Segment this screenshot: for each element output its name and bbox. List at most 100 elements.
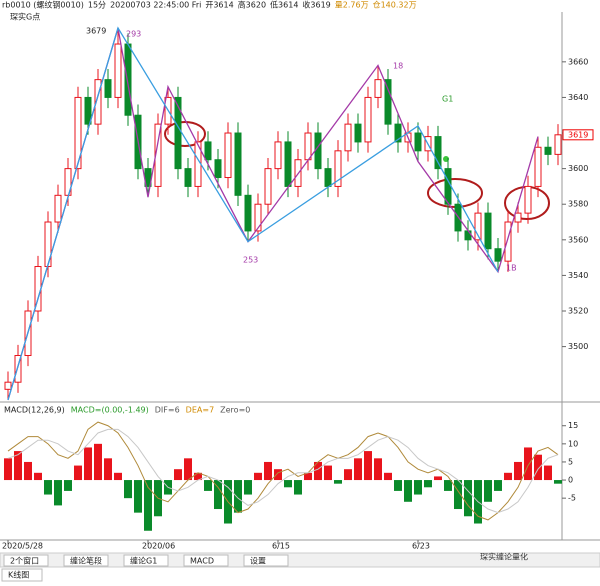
candle-body: [214, 159, 222, 179]
histogram-bar: [434, 476, 442, 481]
macd-legend: MACD=(0.00,-1.49): [71, 406, 149, 415]
candle-body: [224, 132, 232, 179]
tab-label[interactable]: 设置: [250, 556, 266, 566]
tab[interactable]: [243, 554, 289, 567]
macd-legend: DEA=7: [186, 406, 214, 415]
candle-body: [384, 79, 392, 125]
histogram-bar: [484, 480, 492, 502]
tab-label[interactable]: 缠论G1: [130, 556, 157, 566]
histogram-bar: [254, 472, 262, 481]
candle-body: [414, 132, 422, 152]
candle-body: [94, 79, 102, 125]
histogram-bar: [264, 461, 272, 481]
histogram-bar: [494, 480, 502, 491]
histogram-bar: [244, 480, 252, 495]
candle-body: [524, 185, 532, 214]
candle-body: [534, 146, 542, 187]
histogram-bar: [554, 480, 562, 484]
candle-body: [84, 96, 92, 125]
highlight-circle: [164, 121, 206, 147]
candle-body: [484, 212, 492, 250]
zigzag-line: [7, 26, 499, 401]
candle-body: [204, 141, 212, 161]
candle-body: [324, 168, 332, 187]
histogram-bar: [504, 472, 512, 481]
tab[interactable]: [63, 554, 109, 567]
tab[interactable]: [3, 554, 49, 567]
candle-body: [244, 194, 252, 232]
candle-body: [274, 141, 282, 170]
macd-legend: DIF=6: [155, 406, 180, 415]
candle-body: [504, 221, 512, 262]
y-tick-label: 0: [568, 476, 573, 485]
x-tick-label: 6/15: [272, 542, 290, 551]
histogram-bar: [94, 443, 102, 481]
histogram-bar: [464, 480, 472, 517]
histogram-bar: [364, 451, 372, 481]
y-tick-label: 3600: [568, 164, 588, 173]
histogram-bar: [384, 472, 392, 481]
y-tick-label: 3640: [568, 93, 588, 102]
histogram-bar: [314, 461, 322, 481]
candle-body: [314, 132, 322, 170]
histogram-bar: [14, 451, 22, 481]
histogram-bar: [534, 454, 542, 481]
header-field: 低3614: [270, 0, 298, 10]
candle-body: [264, 168, 272, 205]
histogram-bar: [344, 469, 352, 481]
candle-body: [554, 134, 562, 155]
histogram-bar: [424, 480, 432, 488]
histogram-bar: [524, 447, 532, 481]
histogram-bar: [514, 461, 522, 481]
tab-label[interactable]: MACD: [190, 557, 214, 566]
histogram-bar: [394, 480, 402, 491]
x-tick-label: 2020/06: [142, 542, 175, 551]
candle-body: [184, 168, 192, 187]
candle-body: [174, 96, 182, 170]
candle-body: [364, 96, 372, 143]
candle-body: [544, 146, 552, 155]
macd-legend: Zero=0: [220, 406, 250, 415]
annotation: G1: [442, 95, 453, 104]
header-field: 量2.76万: [335, 1, 369, 10]
annotation: 18: [393, 62, 403, 71]
annotation: 253: [243, 256, 258, 265]
histogram-bar: [134, 480, 142, 513]
histogram-bar: [124, 480, 132, 499]
candle-body: [494, 248, 502, 262]
histogram-bar: [204, 480, 212, 491]
histogram-bar: [114, 472, 122, 481]
histogram-bar: [214, 480, 222, 510]
candle-body: [54, 194, 62, 223]
tab[interactable]: [123, 554, 169, 567]
tab-label[interactable]: 2个窗口: [10, 556, 39, 566]
candle-body: [334, 150, 342, 187]
histogram-bar: [174, 469, 182, 481]
histogram-bar: [294, 480, 302, 495]
y-tick-label: 3660: [568, 57, 588, 66]
histogram-bar: [334, 480, 342, 484]
candle-body: [284, 141, 292, 187]
macd-line: [7, 428, 559, 514]
header-field: 收3619: [302, 0, 330, 10]
candle-body: [474, 212, 482, 241]
bottom-tab-label[interactable]: K线图: [8, 570, 29, 580]
histogram-bar: [544, 465, 552, 481]
x-tick-label: 6/23: [412, 542, 430, 551]
y-tick-label: 5: [568, 457, 573, 466]
y-tick-label: 3580: [568, 200, 588, 209]
tab-label[interactable]: 缠论笔段: [70, 556, 102, 566]
candle-body: [434, 136, 442, 170]
histogram-bar: [84, 447, 92, 481]
candle-body: [114, 43, 122, 98]
histogram-bar: [74, 465, 82, 481]
candle-body: [394, 123, 402, 143]
histogram-bar: [284, 480, 292, 488]
histogram-bar: [64, 480, 72, 491]
candle-body: [464, 230, 472, 241]
bottom-tab[interactable]: [1, 568, 43, 582]
tab[interactable]: [183, 554, 229, 567]
histogram-bar: [274, 469, 282, 481]
y-tick-label: 3560: [568, 235, 588, 244]
